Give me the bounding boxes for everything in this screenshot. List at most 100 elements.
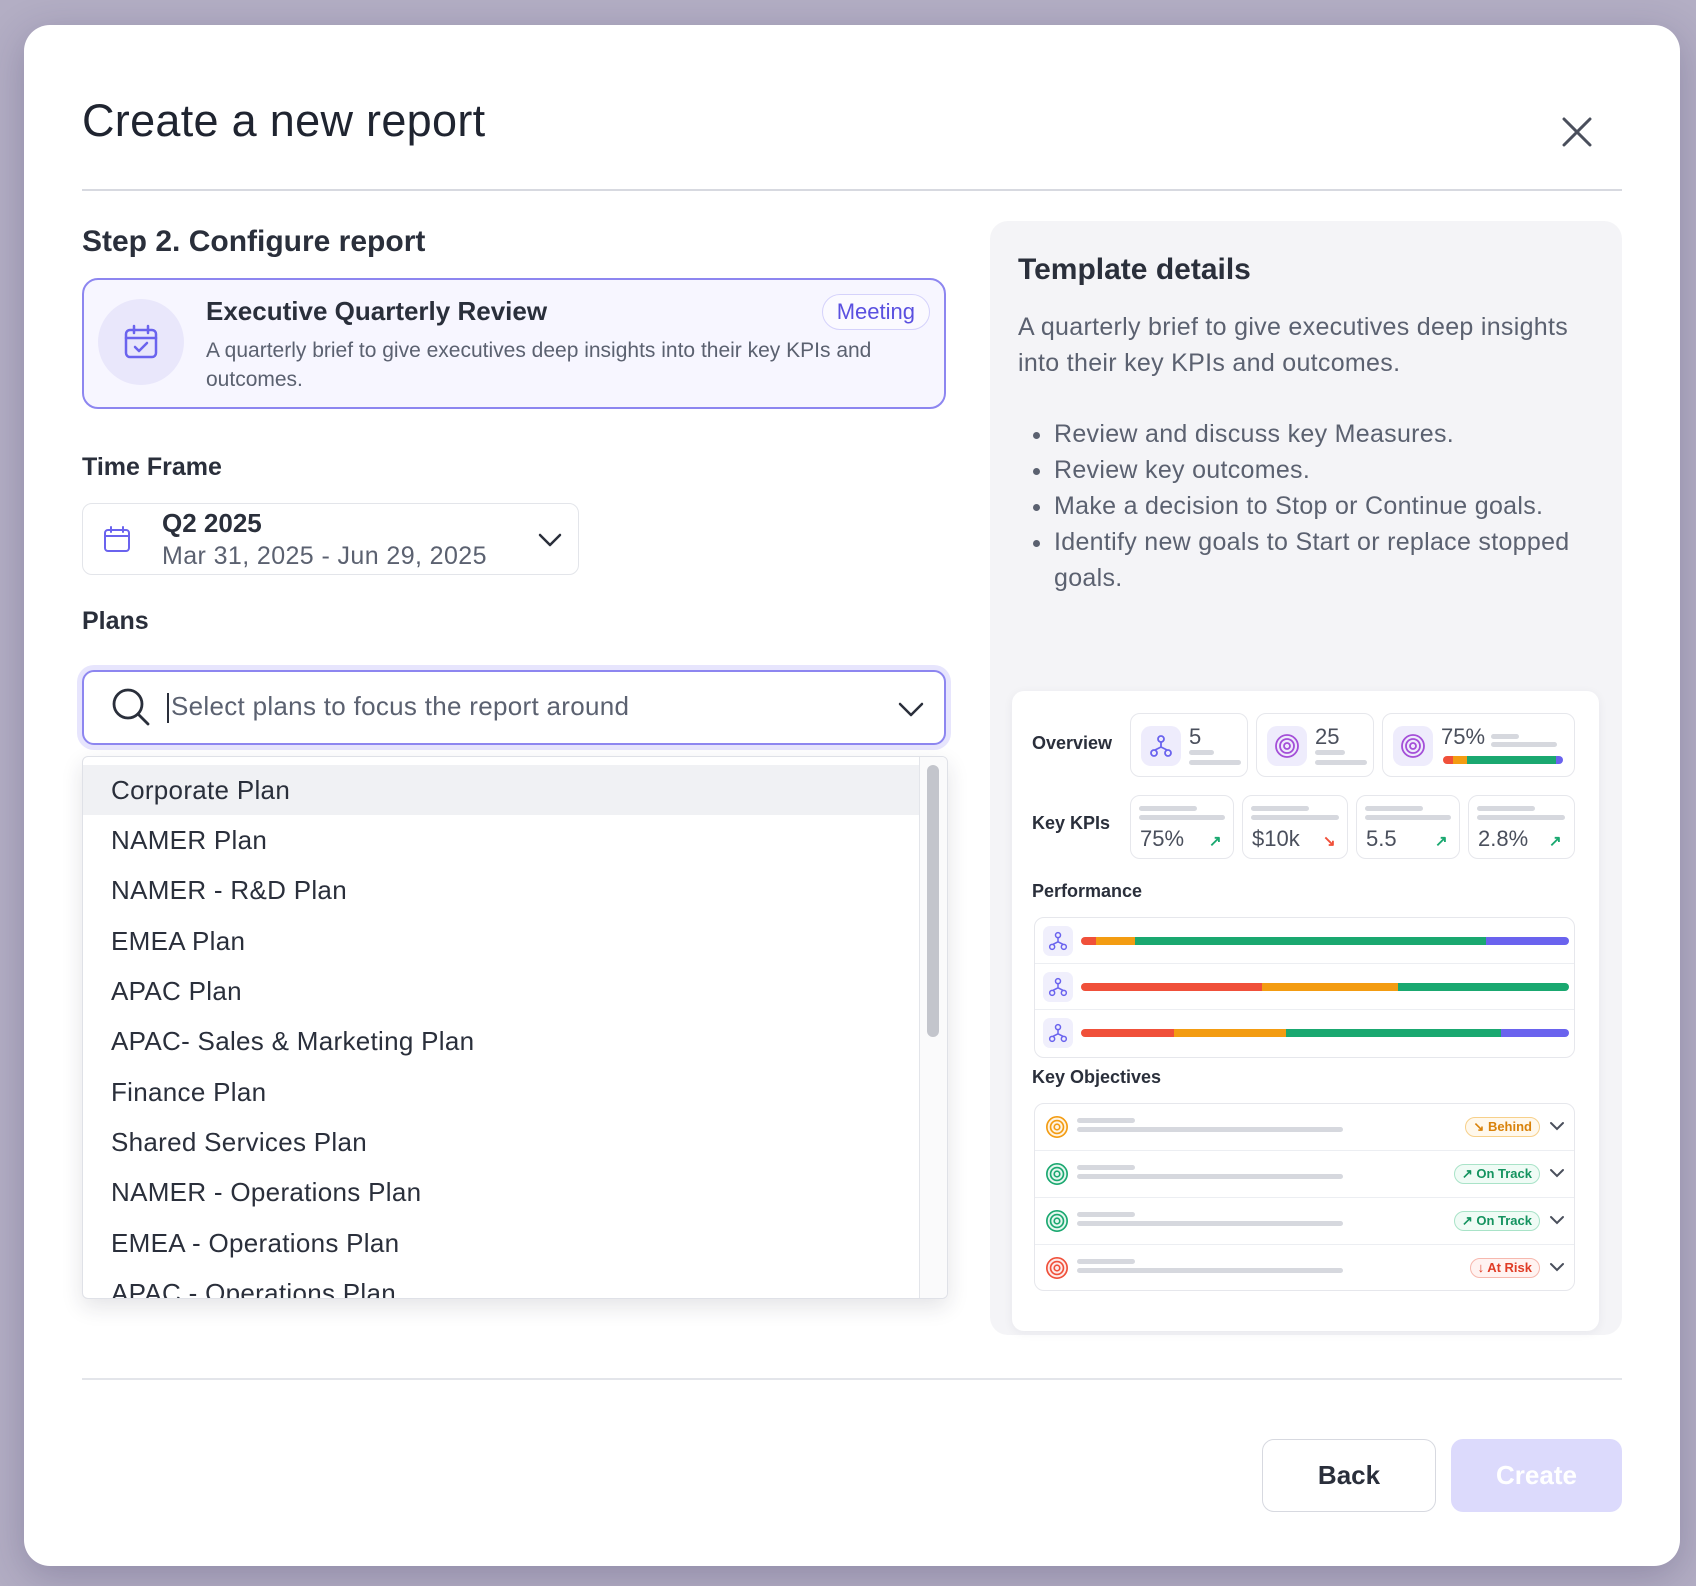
performance-label: Performance — [1032, 881, 1143, 901]
plans-label: Plans — [82, 607, 149, 635]
calendar-check-icon — [98, 299, 184, 385]
time-frame-label: Time Frame — [82, 453, 222, 481]
overview-stat: 25 — [1256, 713, 1374, 777]
time-frame-value: Q2 2025 — [162, 508, 262, 538]
performance-bar — [1081, 983, 1569, 991]
performance-bar — [1081, 1029, 1569, 1037]
target-icon — [1045, 1209, 1069, 1238]
plan-option[interactable]: NAMER Plan — [111, 825, 268, 855]
back-button[interactable]: Back — [1262, 1439, 1436, 1512]
objective-row: ↓ At Risk — [1035, 1245, 1574, 1292]
status-badge: ↓ At Risk — [1469, 1258, 1540, 1278]
kpi-card: 5.5 ↗ — [1356, 795, 1460, 859]
kpi-value: 2.8% — [1478, 826, 1529, 851]
chevron-down-icon[interactable] — [536, 526, 564, 559]
status-badge: ↗ On Track — [1453, 1211, 1540, 1231]
kpi-card: 2.8% ↗ — [1468, 795, 1575, 859]
template-type-badge: Meeting — [821, 294, 930, 330]
performance-bar — [1081, 937, 1569, 945]
details-bullet: Identify new goals to Start or replace s… — [1054, 524, 1594, 596]
plans-dropdown-list: Corporate Plan NAMER Plan NAMER - R&D Pl… — [82, 756, 948, 1299]
plan-option[interactable]: NAMER - Operations Plan — [111, 1177, 422, 1207]
objectives-list: ↘ Behind ↗ On Track ↗ On Track — [1034, 1103, 1575, 1291]
chevron-down-icon[interactable] — [1548, 1258, 1566, 1281]
overview-label: Overview — [1032, 733, 1113, 753]
details-bullet: Make a decision to Stop or Continue goal… — [1054, 488, 1594, 524]
template-description: A quarterly brief to give executives dee… — [206, 339, 872, 391]
chevron-down-icon[interactable] — [896, 694, 926, 729]
plan-option[interactable]: EMEA - Operations Plan — [111, 1228, 400, 1258]
details-bullet: Review and discuss key Measures. — [1054, 416, 1594, 452]
plan-option[interactable]: APAC- Sales & Marketing Plan — [111, 1026, 475, 1056]
chevron-down-icon[interactable] — [1548, 1164, 1566, 1187]
create-button[interactable]: Create — [1451, 1439, 1622, 1512]
report-preview: Overview 5 25 7 — [1012, 691, 1599, 1331]
performance-row — [1035, 964, 1574, 1010]
overview-stat: 5 — [1130, 713, 1248, 777]
close-icon[interactable] — [1552, 107, 1602, 157]
details-bullets: Review and discuss key Measures. Review … — [1054, 416, 1594, 596]
status-badge: ↘ Behind — [1465, 1117, 1540, 1137]
trend-up-icon: ↗ — [1209, 833, 1222, 850]
objective-row: ↗ On Track — [1035, 1151, 1574, 1198]
calendar-icon — [103, 525, 131, 558]
plans-search-input[interactable]: Select plans to focus the report around — [82, 670, 946, 745]
status-badge: ↗ On Track — [1453, 1164, 1540, 1184]
plan-option[interactable]: Finance Plan — [111, 1077, 267, 1107]
footer-divider — [82, 1378, 1622, 1380]
search-icon — [110, 686, 152, 733]
kpi-value: $10k — [1252, 826, 1300, 851]
target-icon — [1267, 726, 1307, 766]
plan-option[interactable]: Shared Services Plan — [111, 1127, 368, 1157]
kpi-card: 75% ↗ — [1130, 795, 1234, 859]
performance-row — [1035, 1010, 1574, 1056]
overview-stat-value: 75% — [1441, 724, 1486, 749]
trend-up-icon: ↗ — [1549, 833, 1562, 850]
plans-placeholder: Select plans to focus the report around — [171, 691, 630, 721]
text-caret — [167, 693, 169, 723]
plan-option[interactable]: APAC - Operations Plan — [111, 1278, 397, 1299]
performance-list — [1034, 917, 1575, 1058]
plan-option[interactable]: Corporate Plan — [83, 765, 921, 815]
details-description: A quarterly brief to give executives dee… — [1018, 313, 1569, 377]
hierarchy-icon — [1043, 1018, 1073, 1048]
objective-row: ↘ Behind — [1035, 1104, 1574, 1151]
plan-option[interactable]: NAMER - R&D Plan — [111, 875, 347, 905]
modal-title: Create a new report — [82, 95, 486, 146]
target-icon — [1045, 1115, 1069, 1144]
key-kpis-label: Key KPIs — [1032, 813, 1111, 833]
objective-row: ↗ On Track — [1035, 1198, 1574, 1245]
dropdown-scrollbar[interactable] — [919, 757, 947, 1298]
selected-template-card[interactable]: Executive Quarterly Review Meeting A qua… — [82, 278, 946, 409]
chevron-down-icon[interactable] — [1548, 1211, 1566, 1234]
plan-option[interactable]: APAC Plan — [111, 976, 242, 1006]
scrollbar-thumb[interactable] — [927, 765, 939, 1037]
step-title: Step 2. Configure report — [82, 225, 426, 258]
details-bullet: Review key outcomes. — [1054, 452, 1594, 488]
plan-option[interactable]: EMEA Plan — [111, 926, 246, 956]
kpi-value: 75% — [1140, 826, 1185, 851]
overview-stat-value: 25 — [1315, 724, 1340, 749]
time-frame-select[interactable]: Q2 2025 Mar 31, 2025 - Jun 29, 2025 — [82, 503, 579, 575]
trend-down-icon: ↘ — [1323, 833, 1336, 850]
key-objectives-label: Key Objectives — [1032, 1067, 1162, 1087]
time-frame-range: Mar 31, 2025 - Jun 29, 2025 — [162, 542, 487, 570]
hierarchy-icon — [1043, 926, 1073, 956]
overview-stat-value: 5 — [1189, 724, 1202, 749]
target-icon — [1045, 1256, 1069, 1285]
performance-row — [1035, 918, 1574, 964]
trend-up-icon: ↗ — [1435, 833, 1448, 850]
kpi-value: 5.5 — [1366, 826, 1397, 851]
hierarchy-icon — [1141, 726, 1181, 766]
create-report-modal: Create a new report Step 2. Configure re… — [24, 25, 1680, 1566]
template-details-panel: Template details A quarterly brief to gi… — [990, 221, 1622, 1335]
target-icon — [1045, 1162, 1069, 1191]
progress-bar — [1443, 756, 1563, 764]
overview-stat: 75% — [1382, 713, 1575, 777]
chevron-down-icon[interactable] — [1548, 1117, 1566, 1140]
hierarchy-icon — [1043, 972, 1073, 1002]
target-icon — [1393, 726, 1433, 766]
template-name: Executive Quarterly Review — [206, 296, 548, 326]
details-title: Template details — [1018, 253, 1251, 286]
kpi-card: $10k ↘ — [1242, 795, 1348, 859]
